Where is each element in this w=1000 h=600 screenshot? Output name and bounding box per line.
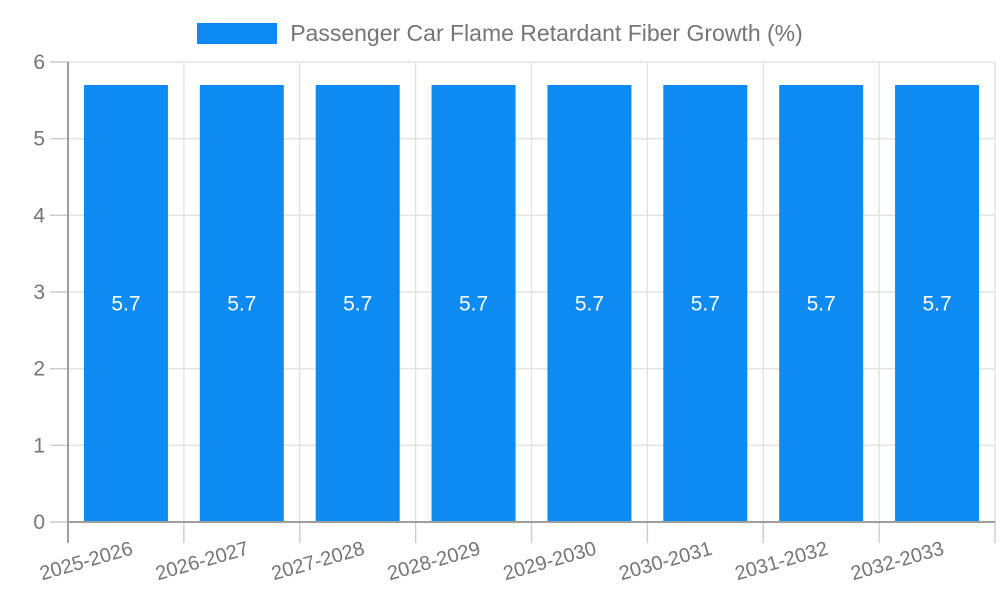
bar [83,85,168,522]
bar-value-label: 5.7 [343,293,372,316]
legend: Passenger Car Flame Retardant Fiber Grow… [0,20,1000,47]
y-tick-label: 4 [33,204,45,227]
bar-value-label: 5.7 [807,293,836,316]
bar-value-label: 5.7 [459,293,488,316]
bar [663,85,748,522]
y-tick-label: 3 [33,281,45,304]
bar-value-label: 5.7 [922,293,951,316]
y-tick-label: 5 [33,128,45,151]
bar-value-label: 5.7 [691,293,720,316]
x-tick-label: 2030-2031 [617,538,715,586]
x-tick-label: 2031-2032 [733,538,831,586]
bar [895,85,980,522]
bar [547,85,632,522]
legend-label: Passenger Car Flame Retardant Fiber Grow… [290,20,803,46]
bar [199,85,284,522]
y-tick-label: 0 [33,511,45,534]
y-tick-label: 2 [33,358,45,381]
x-tick-label: 2025-2026 [37,538,135,586]
y-tick-label: 1 [33,434,45,457]
bar-value-label: 5.7 [575,293,604,316]
x-tick-label: 2028-2029 [385,538,483,586]
x-tick-label: 2032-2033 [848,538,946,586]
x-tick-label: 2027-2028 [269,538,367,586]
bar [315,85,400,522]
bar [431,85,516,522]
bar-value-label: 5.7 [227,293,256,316]
bar-value-label: 5.7 [111,293,140,316]
bar [779,85,864,522]
x-tick-label: 2026-2027 [153,538,251,586]
legend-swatch [197,23,278,44]
x-tick-label: 2029-2030 [501,538,599,586]
y-tick-label: 6 [33,51,45,74]
